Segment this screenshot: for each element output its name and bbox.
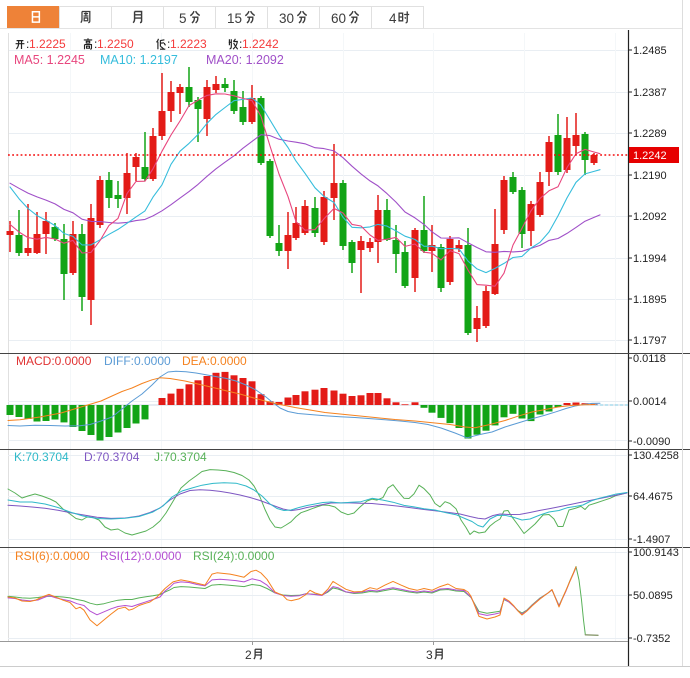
svg-text:1.2250: 1.2250 [97,37,134,51]
svg-text:1.2223: 1.2223 [170,37,207,51]
svg-text:5: 5 [179,11,187,26]
svg-text:DIFF:0.0000: DIFF:0.0000 [104,354,171,368]
svg-text:J:70.3704: J:70.3704 [154,450,207,464]
svg-text:D:70.3704: D:70.3704 [84,450,140,464]
svg-text:0.0118: 0.0118 [633,353,666,365]
svg-text:1.1895: 1.1895 [633,294,667,306]
svg-text:MA5: 1.2245: MA5: 1.2245 [14,53,85,67]
svg-text:30: 30 [279,11,294,26]
svg-text:DEA:0.0000: DEA:0.0000 [182,354,247,368]
svg-text:100.9143: 100.9143 [633,547,679,559]
svg-text:1.2242: 1.2242 [633,150,667,162]
svg-text:2: 2 [245,648,252,662]
svg-text:MACD:0.0000: MACD:0.0000 [16,354,92,368]
svg-text:15: 15 [227,11,242,26]
svg-text::: : [26,37,29,51]
svg-text:130.4258: 130.4258 [633,450,679,462]
svg-text:0.0014: 0.0014 [633,396,667,408]
svg-text:60: 60 [331,11,346,26]
svg-text:RSI(6):0.0000: RSI(6):0.0000 [15,549,90,563]
svg-text:1.1797: 1.1797 [633,335,667,347]
svg-text:1.2225: 1.2225 [29,37,66,51]
svg-text:-1.4907: -1.4907 [633,534,670,546]
svg-text:K:70.3704: K:70.3704 [14,450,69,464]
svg-text:1.2190: 1.2190 [633,170,667,182]
svg-text:RSI(24):0.0000: RSI(24):0.0000 [193,549,275,563]
svg-text:MA10: 1.2197: MA10: 1.2197 [100,53,178,67]
svg-text:50.0895: 50.0895 [633,590,673,602]
svg-text:RSI(12):0.0000: RSI(12):0.0000 [100,549,182,563]
svg-text:64.4675: 64.4675 [633,491,673,503]
svg-text:3: 3 [426,648,433,662]
svg-text::: : [167,37,170,51]
svg-text:1.1994: 1.1994 [633,253,667,265]
svg-text:-0.0090: -0.0090 [633,436,670,448]
svg-text:MA20: 1.2092: MA20: 1.2092 [206,53,284,67]
svg-text:1.2485: 1.2485 [633,45,667,57]
svg-text::: : [94,37,97,51]
svg-text::: : [239,37,242,51]
svg-text:-0.7352: -0.7352 [633,633,670,645]
svg-text:4: 4 [389,11,397,26]
svg-text:1.2387: 1.2387 [633,87,667,99]
svg-text:1.2092: 1.2092 [633,211,667,223]
svg-text:1.2289: 1.2289 [633,128,667,140]
svg-text:1.2242: 1.2242 [242,37,279,51]
